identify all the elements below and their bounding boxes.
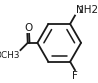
Text: 2: 2 <box>79 6 84 15</box>
Text: F: F <box>72 71 78 81</box>
Text: OCH3: OCH3 <box>0 51 20 60</box>
Text: O: O <box>24 23 32 33</box>
Text: NH2: NH2 <box>76 5 98 15</box>
